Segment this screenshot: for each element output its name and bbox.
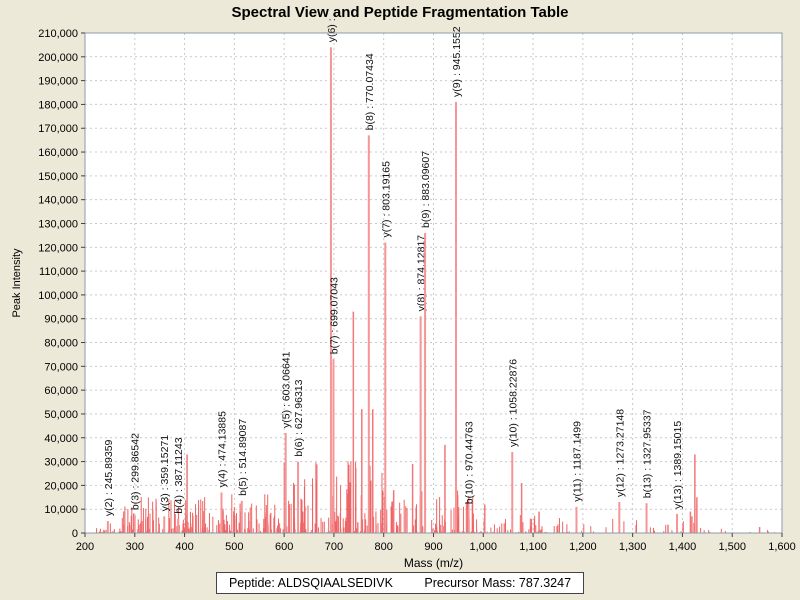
x-tick-label: 600 — [275, 541, 293, 553]
fragment-peak-label: y(12) : 1273.27148 — [614, 409, 626, 497]
y-tick-label: 80,000 — [44, 338, 78, 350]
x-tick-label: 1,500 — [718, 541, 746, 553]
fragment-peak-label: b(6) : 627.96313 — [293, 379, 305, 456]
fragment-peak-label: b(8) : 770.07434 — [364, 53, 376, 130]
x-tick-label: 1,000 — [470, 541, 498, 553]
precursor-mass-label: Precursor Mass: 787.3247 — [424, 576, 572, 590]
fragment-peak-label: y(2) : 245.89359 — [103, 439, 115, 516]
fragment-peak-label: y(4) : 474.13885 — [216, 411, 228, 488]
fragment-peak-label: y(11) : 1187.1499 — [571, 421, 583, 502]
fragment-peak-label: b(5) : 514.89087 — [237, 419, 249, 496]
y-tick-label: 100,000 — [38, 290, 78, 302]
y-tick-label: 0 — [72, 528, 78, 540]
fragment-peak-label: b(7) : 699.07043 — [328, 277, 340, 354]
x-tick-label: 500 — [225, 541, 243, 553]
y-tick-label: 170,000 — [38, 123, 78, 135]
y-tick-label: 10,000 — [44, 504, 78, 516]
y-tick-label: 150,000 — [38, 171, 78, 183]
y-tick-label: 50,000 — [44, 409, 78, 421]
y-tick-label: 160,000 — [38, 147, 78, 159]
x-tick-label: 400 — [175, 541, 193, 553]
fragment-peak-label: b(13) : 1327.95337 — [642, 409, 654, 498]
y-tick-label: 200,000 — [38, 52, 78, 64]
fragment-peak-label: y(6) : — [326, 18, 338, 42]
y-tick-label: 90,000 — [44, 314, 78, 326]
y-tick-label: 40,000 — [44, 433, 78, 445]
y-tick-label: 120,000 — [38, 242, 78, 254]
fragment-peak-label: b(4) : 387.11243 — [173, 437, 185, 513]
x-tick-label: 1,100 — [519, 541, 547, 553]
fragment-peak-label: b(10) : 970.44763 — [464, 421, 476, 504]
x-tick-label: 900 — [424, 541, 442, 553]
peptide-label: Peptide: ALDSQIAALSEDIVK — [228, 576, 393, 590]
x-tick-label: 1,200 — [569, 541, 597, 553]
y-tick-label: 30,000 — [44, 457, 78, 469]
page-title: Spectral View and Peptide Fragmentation … — [231, 4, 569, 21]
fragment-peak-label: y(10) : 1058.22876 — [507, 359, 519, 447]
fragment-peak-label: y(5) : 603.06641 — [281, 351, 293, 428]
fragment-peak-label: y(7) : 803.19165 — [380, 161, 392, 238]
peptide-info-box: Peptide: ALDSQIAALSEDIVK Precursor Mass:… — [215, 572, 585, 594]
y-tick-label: 140,000 — [38, 195, 78, 207]
peptide-info-bar: Peptide: ALDSQIAALSEDIVK Precursor Mass:… — [0, 572, 800, 594]
x-tick-label: 800 — [375, 541, 393, 553]
y-tick-label: 180,000 — [38, 99, 78, 111]
fragment-peak-label: y(13) : 1389.15015 — [672, 421, 684, 509]
spectrum-plot[interactable]: y(2) : 245.89359 b(3) : 299.86542 y(3) : 3… — [0, 0, 800, 570]
y-tick-label: 190,000 — [38, 76, 78, 88]
y-tick-label: 70,000 — [44, 361, 78, 373]
x-tick-label: 1,600 — [768, 541, 796, 553]
y-tick-label: 20,000 — [44, 480, 78, 492]
y-tick-label: 210,000 — [38, 28, 78, 40]
fragment-peak-label: b(3) : 299.86542 — [130, 433, 142, 510]
fragment-peak-label: b(9) : 883.09607 — [420, 151, 432, 228]
fragment-peak-label: y(9) : 945.1552 — [451, 26, 463, 97]
y-tick-label: 60,000 — [44, 385, 78, 397]
x-axis-label: Mass (m/z) — [403, 556, 464, 570]
y-tick-label: 110,000 — [39, 266, 78, 278]
fragment-peak-label: y(3) : 359.15271 — [159, 435, 171, 512]
y-tick-label: 130,000 — [38, 218, 78, 230]
x-tick-label: 700 — [325, 541, 343, 553]
x-tick-label: 300 — [126, 541, 144, 553]
x-tick-label: 1,400 — [669, 541, 697, 553]
x-tick-label: 1,300 — [619, 541, 647, 553]
x-tick-label: 200 — [76, 541, 94, 553]
